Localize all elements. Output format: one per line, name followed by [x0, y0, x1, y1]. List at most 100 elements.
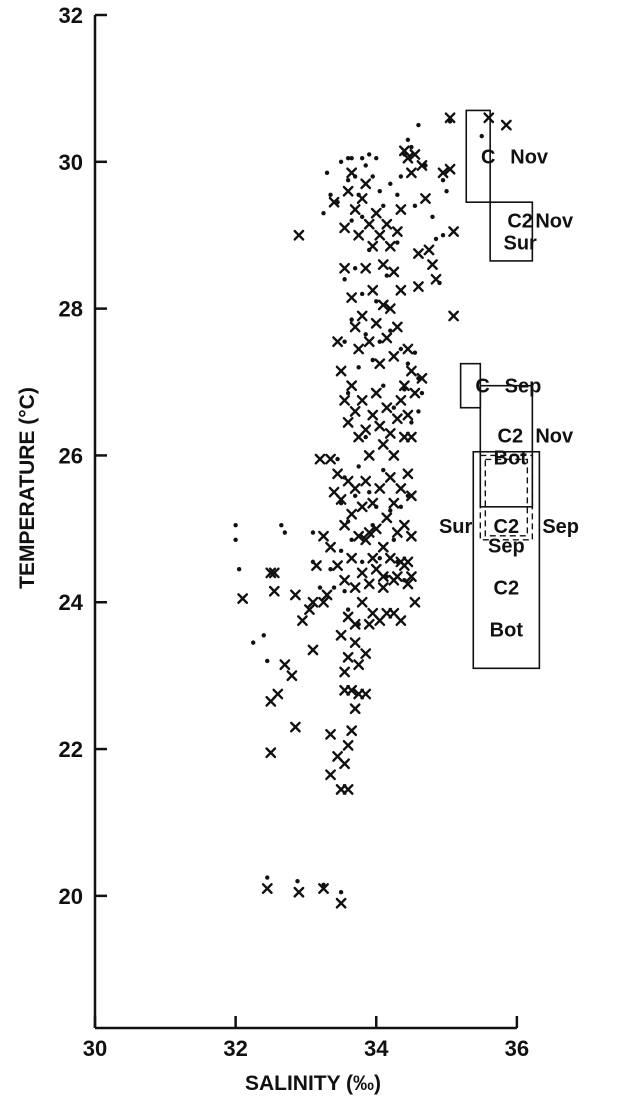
x-marker-stroke [402, 152, 414, 164]
x-marker-point [381, 512, 393, 524]
x-marker-point [377, 582, 389, 593]
x-marker-stroke [381, 218, 393, 230]
x-marker-stroke [377, 299, 389, 311]
x-marker-point [307, 644, 319, 656]
x-marker-stroke [335, 629, 347, 641]
x-marker-stroke [448, 226, 459, 237]
x-marker-stroke [363, 218, 375, 230]
dot-marker-point [412, 203, 418, 209]
dot-marker-point [381, 203, 386, 209]
x-marker-stroke [342, 611, 354, 623]
x-marker-point [318, 883, 329, 894]
annotation-label: Bot [494, 447, 528, 469]
x-marker-stroke [370, 387, 382, 399]
x-marker-stroke [265, 567, 277, 579]
dot-marker-point [349, 218, 354, 223]
x-marker-stroke [367, 409, 379, 421]
x-marker-point [289, 589, 301, 601]
x-marker-point [363, 218, 375, 230]
x-marker-point [318, 530, 329, 542]
x-marker-point [342, 784, 354, 795]
x-marker-stroke [374, 358, 386, 370]
dot-marker-point [363, 434, 368, 440]
x-marker-stroke [430, 273, 442, 285]
x-marker-stroke [363, 527, 375, 538]
dot-marker-point [398, 174, 404, 179]
x-marker-point [314, 453, 326, 465]
dot-marker-point [352, 493, 358, 499]
x-marker-stroke [384, 303, 396, 315]
x-marker-point [367, 240, 379, 252]
x-marker-point [377, 299, 389, 311]
x-marker-stroke [346, 167, 358, 179]
dot-marker-point [370, 357, 375, 363]
x-marker-point [346, 684, 358, 696]
x-marker-point [346, 552, 358, 564]
x-marker-point [360, 688, 372, 700]
x-marker-point [388, 266, 400, 278]
x-marker-point [349, 321, 361, 333]
x-marker-stroke [395, 615, 407, 626]
x-marker-point [370, 207, 382, 219]
x-marker-point [339, 758, 351, 770]
dot-marker-point [295, 878, 300, 884]
x-marker-point [349, 582, 361, 593]
x-marker-stroke [367, 497, 379, 509]
x-marker-point [500, 119, 512, 131]
dot-marker-point [261, 633, 266, 638]
x-marker-point [384, 552, 396, 564]
x-marker-point [318, 596, 329, 608]
x-marker-point [395, 284, 407, 296]
x-marker-point [356, 193, 368, 204]
dot-marker-point [345, 607, 351, 612]
annotation-group: C2 Sep Sur [439, 454, 579, 541]
x-marker-stroke [406, 530, 417, 542]
x-marker-stroke [356, 596, 368, 608]
x-marker-point [353, 343, 365, 355]
x-marker-point [346, 292, 358, 304]
x-marker-stroke [293, 229, 305, 241]
dot-marker-point [377, 556, 382, 561]
dot-marker-point [359, 559, 365, 565]
x-marker-point [335, 897, 347, 909]
dot-marker-point [359, 214, 365, 220]
x-marker-stroke [318, 596, 329, 608]
annotation-label: C2 [494, 578, 520, 600]
annotation-box [472, 450, 541, 670]
x-marker-point [416, 160, 428, 171]
annotation-box [489, 201, 534, 262]
x-marker-point [398, 145, 410, 157]
x-marker-point [444, 163, 456, 175]
x-marker-stroke [342, 185, 354, 197]
x-marker-point [483, 112, 495, 124]
x-marker-stroke [356, 501, 368, 513]
x-marker-point [360, 262, 372, 274]
x-marker-stroke [381, 402, 393, 414]
x-marker-point [363, 618, 375, 630]
y-tick-label: 30 [59, 150, 83, 175]
x-marker-stroke [332, 468, 343, 480]
x-marker-stroke [374, 483, 386, 494]
x-marker-stroke [377, 571, 389, 582]
x-marker-stroke [363, 450, 375, 461]
x-marker-stroke [360, 475, 372, 487]
x-marker-stroke [297, 615, 308, 626]
x-marker-stroke [402, 468, 414, 480]
x-marker-point [339, 574, 351, 586]
x-marker-stroke [398, 519, 410, 531]
x-marker-stroke [349, 483, 361, 494]
x-marker-stroke [406, 490, 417, 502]
dot-marker-point [328, 567, 333, 572]
annotation-box [479, 454, 534, 541]
x-tick-label: 34 [364, 1036, 389, 1061]
x-marker-stroke [388, 607, 400, 619]
x-marker-stroke [353, 659, 365, 671]
x-marker-point [349, 703, 361, 715]
annotation-side-label: Nov [510, 146, 549, 168]
dot-marker-point [430, 214, 435, 220]
x-marker-stroke [268, 585, 280, 597]
x-marker-point [349, 618, 361, 630]
x-marker-stroke [335, 897, 347, 909]
x-marker-point [395, 394, 407, 406]
y-axis-label: TEMPERATURE (°C) [16, 387, 39, 589]
